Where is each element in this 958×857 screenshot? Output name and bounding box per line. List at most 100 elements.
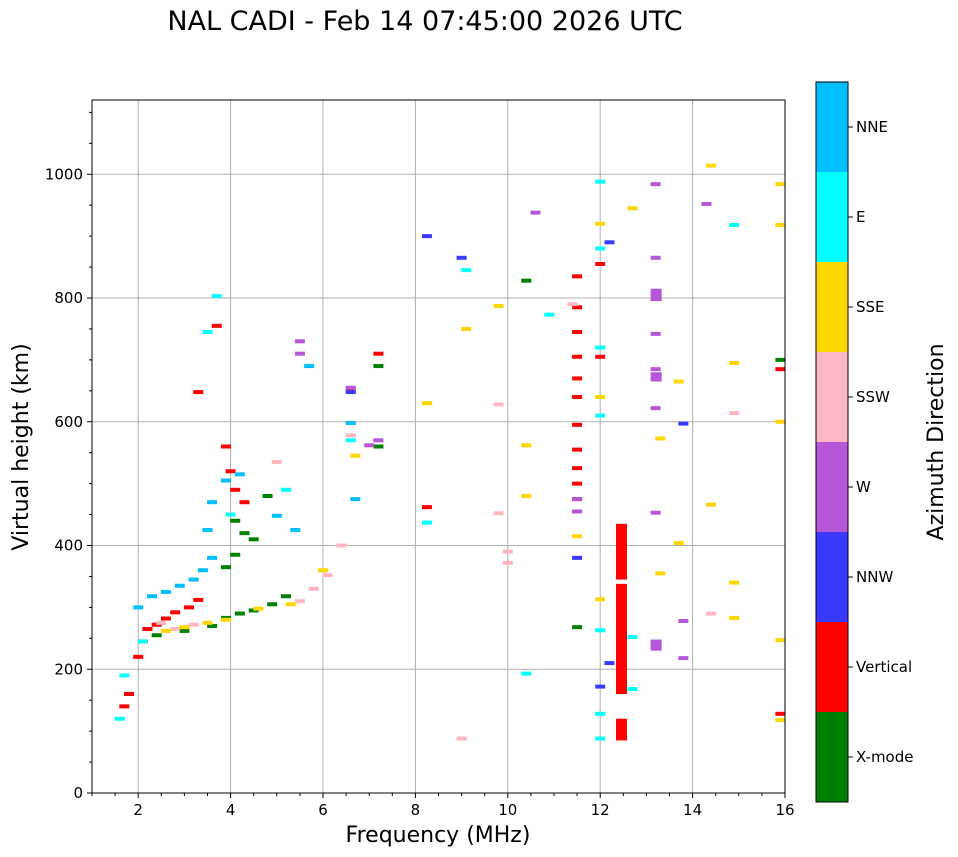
data-point-nne [133,605,144,610]
data-point-e [114,716,125,721]
data-point-w [678,656,689,661]
data-point-w [650,510,661,515]
data-point-vertical [119,704,130,709]
data-point-nne [174,583,185,588]
data-point-x-mode [262,494,273,498]
data-point-x-mode [230,518,241,523]
colorbar-label: Azimuth Direction [924,343,949,540]
data-block-w [650,288,662,302]
data-point-e [595,628,606,633]
colorbar-tick-label: NNW [856,568,893,586]
colorbar-tick-label: NNE [856,118,888,136]
data-point-vertical [239,500,250,505]
data-points [114,163,786,741]
colorbar-frame [815,81,849,803]
data-point-sse [775,638,786,643]
data-point-vertical [572,376,583,381]
data-point-sse [627,206,638,211]
y-tick-label: 200 [54,660,83,678]
data-point-sse [595,221,606,226]
data-point-x-mode [373,444,384,449]
plot-frame [91,99,786,794]
data-point-vertical [572,481,583,486]
data-point-ssw [456,736,467,741]
colorbar-segment-w [816,442,848,532]
data-point-nnw [456,255,467,260]
data-point-ssw [308,586,319,591]
data-point-vertical [160,616,171,621]
data-point-ssw [493,402,504,407]
data-point-nne [271,513,282,518]
data-point-e [119,673,130,678]
data-point-nnw [421,234,432,239]
data-point-nnw [678,421,689,426]
data-point-sse [572,534,583,539]
data-point-sse [521,494,532,498]
data-point-e [345,438,356,443]
data-point-w [530,210,541,215]
data-point-nne [290,528,301,533]
colorbar-segment-ssw [816,352,848,442]
data-point-x-mode [220,565,231,570]
data-point-nne [304,364,315,369]
data-point-vertical [572,447,583,452]
data-point-vertical [193,390,204,395]
data-point-e [595,413,606,418]
data-point-vertical [572,305,583,310]
data-point-x-mode [281,594,292,599]
data-point-sse [253,606,264,611]
data-point-e [595,246,606,251]
colorbar-segment-sse [816,262,848,352]
data-point-vertical [572,274,583,279]
data-point-nne [207,500,218,505]
data-point-ssw [345,433,356,438]
chart-title: NAL CADI - Feb 14 07:45:00 2026 UTC [167,6,683,37]
data-point-w [572,509,583,514]
data-point-vertical [142,627,153,632]
data-point-ssw [322,573,333,578]
data-point-vertical [230,487,241,492]
data-point-sse [706,163,717,168]
data-point-x-mode [267,602,278,607]
data-point-e [202,330,213,335]
data-point-sse [673,541,684,546]
x-tick-label: 8 [411,801,421,819]
data-point-x-mode [234,611,245,616]
data-point-sse [220,617,231,622]
colorbar-tick-label: W [856,478,871,496]
data-point-vertical [225,469,236,474]
data-point-sse [775,182,786,187]
data-point-e [595,345,606,350]
data-point-w [364,443,375,448]
data-block-vertical [615,583,627,694]
data-point-vertical [421,505,432,510]
data-point-vertical [133,654,144,659]
x-tick-label: 2 [133,801,143,819]
data-point-e [521,671,532,676]
data-point-nne [202,528,213,533]
data-point-x-mode [521,278,532,283]
data-point-e [225,512,236,517]
data-point-ssw [493,511,504,516]
data-point-vertical [373,351,384,356]
data-point-x-mode [230,552,241,557]
data-point-w [294,339,305,344]
data-point-sse [655,571,666,576]
x-tick-label: 12 [591,801,610,819]
data-point-nne [345,420,356,425]
data-point-ssw [502,549,513,554]
x-tick-label: 4 [226,801,236,819]
data-point-w [345,385,356,390]
data-point-w [373,438,384,443]
data-point-sse [729,615,740,620]
data-point-ssw [729,411,740,416]
data-point-e [137,639,148,644]
data-point-sse [285,602,296,607]
data-point-ssw [336,543,347,548]
x-axis-label: Frequency (MHz) [346,823,531,848]
y-tick-label: 600 [54,413,83,431]
y-tick-label: 1000 [45,165,83,183]
colorbar-tick-label: E [856,208,865,226]
y-tick-label: 0 [73,784,83,802]
data-point-vertical [572,354,583,359]
